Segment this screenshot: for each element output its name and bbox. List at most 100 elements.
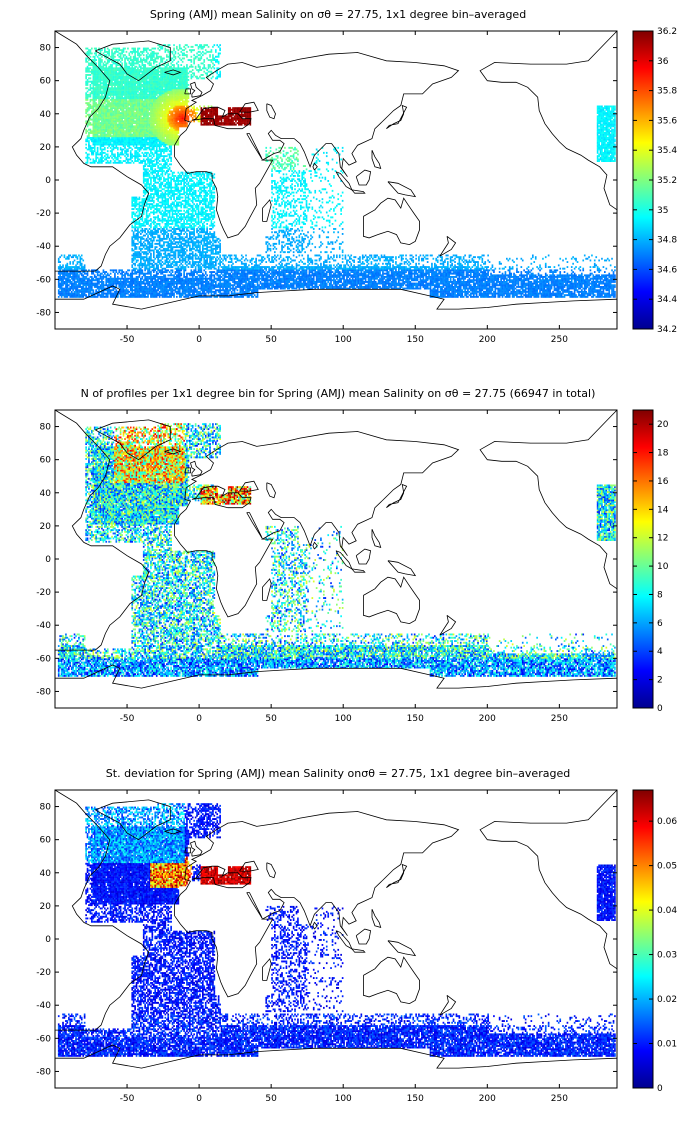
- data-cell: [564, 296, 566, 298]
- data-cell: [238, 269, 240, 271]
- data-cell: [88, 293, 90, 295]
- data-cell: [590, 274, 592, 276]
- data-cell: [598, 284, 600, 286]
- data-cell: [411, 286, 413, 288]
- data-cell: [394, 286, 396, 288]
- data-cell: [140, 281, 142, 283]
- data-cell: [571, 281, 573, 283]
- data-cell: [549, 289, 551, 291]
- data-cell: [394, 284, 396, 286]
- data-cell: [551, 281, 553, 283]
- data-cell: [309, 271, 311, 273]
- data-cell: [84, 284, 86, 286]
- data-cell: [466, 286, 468, 288]
- data-cell: [176, 284, 178, 286]
- data-cell: [105, 274, 107, 276]
- data-cell: [157, 284, 159, 286]
- data-cell: [369, 269, 371, 271]
- data-cell: [519, 278, 521, 280]
- data-cell: [162, 278, 164, 280]
- data-cell: [492, 281, 494, 283]
- data-cell: [274, 271, 276, 273]
- data-cell: [179, 269, 181, 271]
- data-cell: [358, 271, 360, 273]
- data-cell: [376, 284, 378, 286]
- data-cell: [362, 269, 364, 271]
- data-cell: [435, 289, 437, 291]
- data-cell: [144, 274, 146, 276]
- data-cell: [228, 284, 230, 286]
- data-cell: [196, 284, 198, 286]
- data-cell: [333, 278, 335, 280]
- data-cell: [604, 274, 606, 276]
- data-cell: [77, 281, 79, 283]
- data-cell: [123, 293, 125, 295]
- data-cell: [68, 278, 70, 280]
- data-cell: [123, 281, 125, 283]
- data-cell: [142, 278, 144, 280]
- data-cell: [101, 296, 103, 298]
- data-cell: [98, 286, 100, 288]
- data-cell: [225, 271, 227, 273]
- data-cell: [362, 278, 364, 280]
- data-cell: [355, 281, 357, 283]
- data-cell: [513, 296, 515, 298]
- data-cell: [433, 289, 435, 291]
- data-cell: [594, 281, 596, 283]
- data-cell: [521, 271, 523, 273]
- data-cell: [607, 293, 609, 295]
- data-cell: [196, 276, 198, 278]
- data-cell: [257, 274, 259, 276]
- data-cell: [340, 284, 342, 286]
- data-cell: [601, 296, 603, 298]
- data-cell: [332, 271, 334, 273]
- data-cell: [375, 281, 377, 283]
- data-cell: [105, 284, 107, 286]
- data-cell: [531, 278, 533, 280]
- data-cell: [340, 286, 342, 288]
- data-cell: [316, 278, 318, 280]
- data-cell: [120, 286, 122, 288]
- data-cell: [114, 274, 116, 276]
- data-cell: [604, 284, 606, 286]
- data-cell: [538, 286, 540, 288]
- data-cell: [461, 293, 463, 295]
- data-cell: [116, 278, 118, 280]
- data-cell: [502, 278, 504, 280]
- data-cell: [562, 274, 564, 276]
- data-cell: [454, 293, 456, 295]
- data-cell: [281, 284, 283, 286]
- data-cell: [582, 293, 584, 295]
- data-cell: [267, 278, 269, 280]
- data-cell: [337, 274, 339, 276]
- data-cell: [303, 286, 305, 288]
- data-cell: [195, 269, 197, 271]
- data-cell: [306, 269, 308, 271]
- data-cell: [193, 278, 195, 280]
- data-cell: [516, 296, 518, 298]
- data-cell: [137, 284, 139, 286]
- data-cell: [284, 281, 286, 283]
- data-cell: [140, 296, 142, 298]
- data-cell: [165, 271, 167, 273]
- data-cell: [169, 286, 171, 288]
- data-cell: [525, 289, 527, 291]
- data-cell: [120, 293, 122, 295]
- data-cell: [238, 281, 240, 283]
- data-cell: [601, 281, 603, 283]
- data-cell: [499, 293, 501, 295]
- data-cell: [150, 271, 152, 273]
- data-cell: [614, 286, 616, 288]
- data-cell: [133, 296, 135, 298]
- data-cell: [526, 274, 528, 276]
- data-cell: [97, 284, 99, 286]
- data-cell: [247, 274, 249, 276]
- data-cell: [159, 296, 161, 298]
- data-cell: [581, 274, 583, 276]
- data-cell: [137, 281, 139, 283]
- data-cell: [313, 274, 315, 276]
- data-cell: [291, 269, 293, 271]
- data-cell: [203, 289, 205, 291]
- data-cell: [299, 278, 301, 280]
- data-cell: [545, 274, 547, 276]
